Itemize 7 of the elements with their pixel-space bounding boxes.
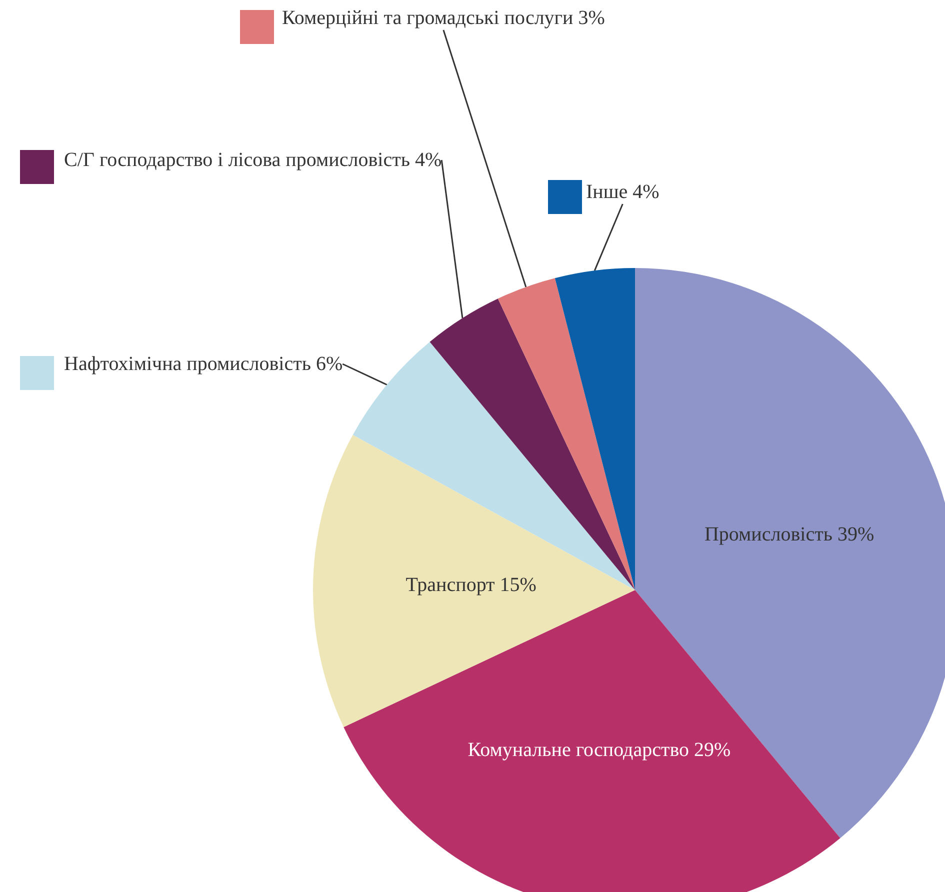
slice-label: Комунальне господарство 29% [468,739,731,762]
legend-label: С/Г господарство і лісова промисловість 4% [64,149,442,171]
legend-label: Інше 4% [586,181,660,203]
legend-label: Комерційні та громадські послуги 3% [282,7,605,29]
slice-label: Транспорт 15% [406,574,536,596]
slice-label: Промисловість 39% [704,523,874,546]
legend-label: Нафтохімічна промисловість 6% [64,353,343,375]
